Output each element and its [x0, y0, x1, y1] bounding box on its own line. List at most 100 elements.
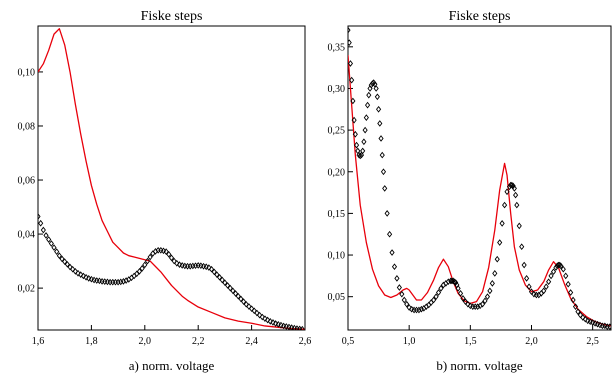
data-point: [59, 255, 65, 263]
data-point: [378, 135, 384, 142]
x-tick-label: 2,0: [139, 336, 152, 347]
data-point: [275, 320, 281, 328]
data-point: [265, 316, 271, 324]
data-point: [524, 275, 530, 282]
data-point: [479, 300, 486, 308]
data-point: [363, 114, 369, 121]
data-point: [144, 257, 151, 265]
data-point: [399, 290, 405, 298]
data-point: [230, 287, 236, 295]
data-point: [299, 325, 305, 330]
data-point: [487, 287, 493, 295]
y-tick-label: 0,20: [328, 167, 346, 178]
data-point: [83, 273, 89, 281]
data-point: [497, 239, 503, 246]
data-point: [453, 279, 459, 286]
data-point: [273, 320, 279, 327]
data-point: [259, 313, 265, 321]
x-tick-label: 1,8: [85, 336, 98, 347]
data-point: [362, 126, 368, 134]
y-tick-label: 0,04: [18, 230, 36, 241]
data-point: [214, 271, 220, 278]
data-point: [504, 188, 510, 196]
x-tick-label: 2,2: [192, 336, 205, 347]
data-point: [348, 26, 351, 34]
y-tick-label: 0,05: [328, 292, 346, 303]
data-point: [366, 91, 372, 99]
data-point: [554, 262, 560, 270]
data-point: [514, 201, 520, 209]
data-point: [433, 293, 439, 301]
data-point: [379, 151, 385, 159]
data-point: [607, 323, 611, 330]
plot-frame: [347, 25, 612, 331]
data-point: [365, 101, 371, 109]
data-point: [349, 76, 355, 84]
data-point: [541, 287, 547, 295]
data-point: [546, 278, 552, 286]
y-tick-label: 0,30: [328, 84, 346, 95]
data-point: [510, 182, 516, 190]
data-point: [406, 304, 412, 311]
model-curve: [348, 55, 611, 327]
data-point: [550, 268, 557, 276]
data-point: [254, 309, 260, 317]
data-point: [401, 296, 407, 304]
data-point: [88, 275, 94, 283]
data-point: [374, 93, 380, 101]
data-point: [147, 253, 153, 261]
data-point: [509, 181, 515, 189]
y-tick-label: 0,25: [328, 126, 346, 137]
x-axis-label: b) norm. voltage: [436, 358, 523, 373]
data-point: [353, 141, 360, 149]
data-point: [75, 269, 81, 277]
data-point: [348, 60, 354, 67]
data-point: [211, 268, 217, 276]
data-point: [396, 284, 402, 291]
data-point: [163, 248, 169, 255]
data-point: [350, 97, 356, 105]
data-point: [80, 272, 86, 280]
data-point: [457, 290, 464, 297]
data-point: [222, 279, 228, 287]
data-point: [451, 278, 457, 286]
data-point: [376, 105, 382, 113]
y-tick-label: 0,02: [18, 284, 36, 295]
data-point: [139, 265, 145, 272]
model-curve: [38, 28, 305, 330]
data-point: [216, 273, 223, 281]
data-point: [582, 315, 588, 323]
x-tick-label: 2,4: [245, 336, 258, 347]
y-tick-label: 0,06: [18, 176, 36, 187]
x-axis-label: a) norm. voltage: [129, 358, 215, 373]
data-point: [262, 315, 268, 322]
data-point: [278, 321, 284, 329]
data-point: [358, 151, 365, 159]
data-point: [40, 226, 46, 234]
data-point: [435, 289, 442, 296]
data-point: [270, 319, 276, 326]
data-point: [203, 263, 209, 271]
data-point: [568, 289, 574, 296]
data-point: [387, 230, 393, 238]
x-tick-label: 2,6: [299, 336, 312, 347]
data-point: [404, 300, 410, 308]
data-point: [251, 307, 257, 315]
data-point: [492, 270, 498, 277]
data-point: [246, 303, 252, 310]
data-point: [67, 263, 73, 271]
y-tick-label: 0,15: [328, 209, 346, 220]
data-point: [62, 258, 68, 265]
data-point: [348, 39, 352, 46]
data-point: [38, 219, 44, 227]
x-tick-label: 2,0: [525, 336, 538, 347]
data-point: [227, 284, 233, 292]
data-point: [136, 268, 143, 275]
chart-title: Fiske steps: [449, 9, 511, 24]
data-point: [70, 265, 76, 273]
data-point: [460, 295, 466, 302]
data-point: [352, 130, 358, 138]
data-point: [382, 185, 388, 192]
data-point: [565, 280, 571, 288]
data-point: [455, 285, 461, 292]
